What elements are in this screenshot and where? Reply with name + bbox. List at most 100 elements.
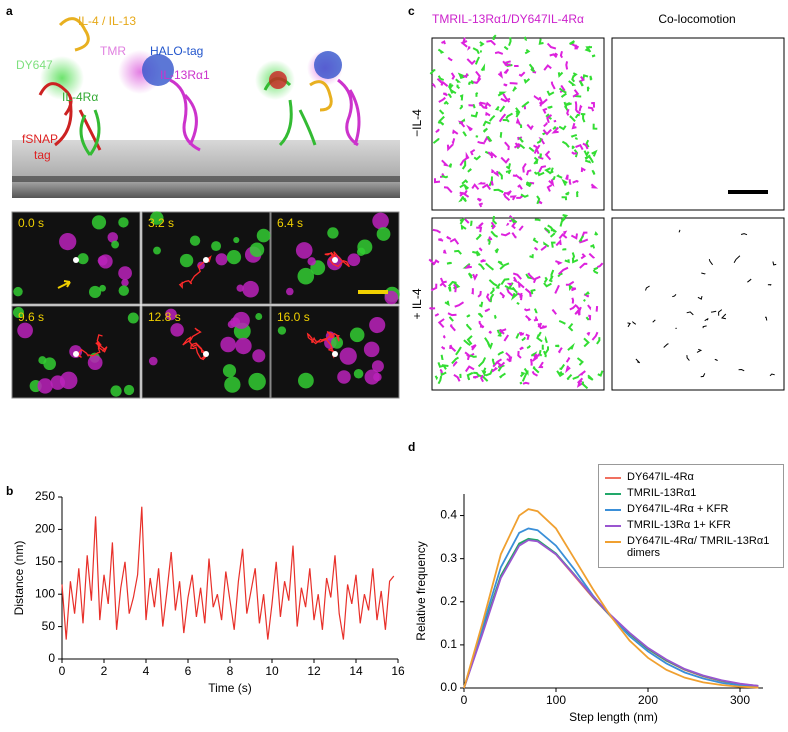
track — [570, 233, 578, 240]
track — [696, 348, 703, 353]
track — [467, 81, 471, 86]
track — [497, 91, 507, 97]
track — [470, 220, 473, 227]
track — [568, 80, 577, 87]
track — [463, 339, 471, 347]
track — [538, 96, 543, 107]
speck — [98, 254, 113, 269]
track — [571, 287, 577, 292]
track — [487, 151, 492, 156]
track — [522, 162, 527, 173]
track — [503, 83, 508, 87]
track — [504, 141, 510, 151]
track — [462, 131, 467, 137]
track — [505, 163, 511, 171]
track — [678, 229, 681, 233]
track — [475, 70, 481, 81]
track — [505, 352, 512, 362]
track — [520, 193, 529, 198]
track — [460, 224, 467, 230]
track — [470, 111, 479, 118]
track — [579, 80, 584, 87]
track — [557, 347, 563, 354]
track — [571, 145, 576, 150]
time-label: 9.6 s — [18, 310, 44, 324]
track — [506, 282, 513, 287]
track — [565, 174, 569, 180]
x-tick-label: 100 — [546, 693, 566, 707]
speck — [249, 242, 265, 257]
speck — [88, 285, 102, 299]
track — [565, 365, 571, 374]
track — [769, 373, 775, 377]
track — [546, 42, 557, 50]
track — [466, 124, 473, 132]
track — [490, 180, 494, 186]
track — [434, 375, 439, 381]
track — [491, 358, 496, 365]
legend: DY647IL-4Rα TMRIL-13Rα1 DY647IL-4Rα + KFR T… — [598, 464, 784, 568]
track — [466, 371, 474, 381]
speck — [91, 215, 107, 230]
speck — [327, 227, 339, 239]
track — [533, 146, 540, 155]
track — [486, 135, 493, 142]
track — [533, 94, 540, 101]
track — [586, 86, 590, 92]
speck — [353, 368, 364, 379]
track — [472, 103, 476, 109]
track — [557, 71, 564, 78]
track — [556, 370, 565, 378]
track — [549, 167, 554, 175]
track — [432, 138, 440, 144]
track — [574, 101, 578, 110]
track — [714, 358, 718, 362]
trajectory — [306, 331, 340, 359]
track — [509, 216, 518, 224]
track — [459, 191, 465, 197]
track — [532, 237, 539, 244]
track — [493, 170, 499, 177]
speck — [224, 376, 241, 393]
speck — [255, 313, 263, 320]
protein — [58, 17, 90, 52]
track — [543, 64, 552, 71]
track — [512, 174, 518, 177]
label: IL-4Rα — [62, 90, 98, 104]
track — [481, 183, 492, 190]
spot — [73, 351, 79, 357]
membrane-edge — [12, 176, 400, 182]
track — [672, 294, 677, 298]
track — [438, 109, 445, 115]
track — [558, 233, 568, 240]
label: IL-4 / IL-13 — [78, 14, 136, 28]
track — [701, 272, 706, 275]
spot — [203, 257, 209, 263]
legend-entry: DY647IL-4Rα + KFR — [605, 503, 777, 515]
track — [492, 215, 498, 225]
speck — [118, 217, 129, 228]
track — [577, 377, 584, 384]
track — [697, 295, 703, 300]
track — [487, 342, 494, 350]
track — [546, 114, 553, 124]
spot — [203, 351, 209, 357]
track — [558, 125, 567, 131]
track — [595, 306, 599, 312]
time-label: 3.2 s — [148, 216, 174, 230]
track — [532, 275, 541, 284]
speck — [13, 307, 24, 318]
y-tick-label: 0.2 — [440, 594, 457, 608]
track — [721, 313, 727, 320]
track — [466, 335, 473, 345]
track — [499, 328, 505, 335]
track — [498, 372, 506, 379]
spot — [73, 257, 79, 263]
track — [536, 334, 543, 343]
track — [521, 371, 528, 382]
protein — [79, 109, 101, 156]
track — [531, 370, 538, 377]
track — [591, 54, 596, 58]
track — [590, 243, 596, 249]
track — [490, 150, 498, 159]
